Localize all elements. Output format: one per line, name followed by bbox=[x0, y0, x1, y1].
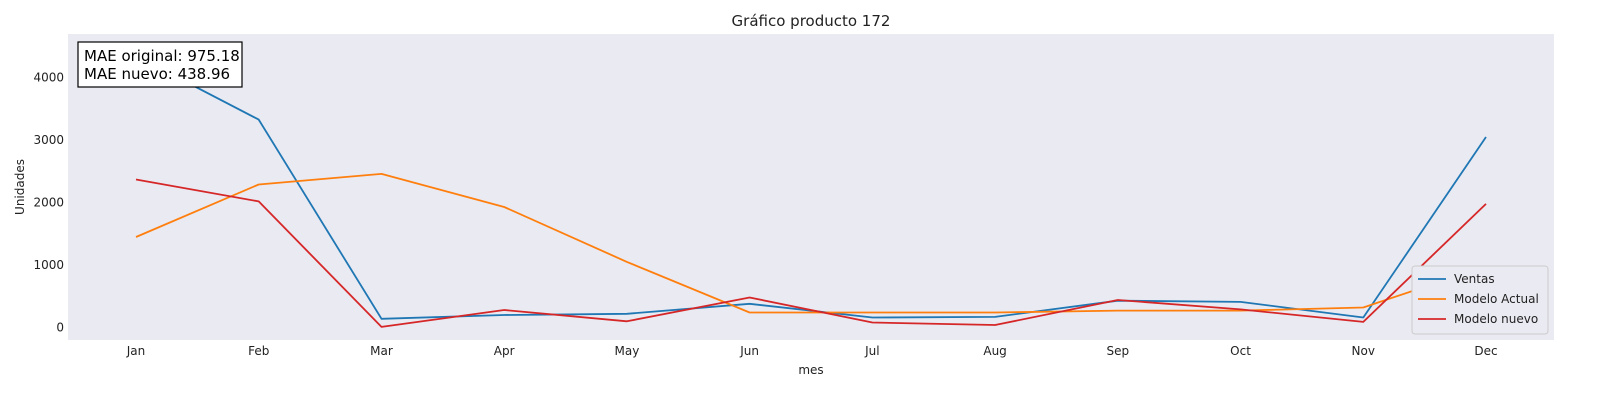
y-tick-label: 1000 bbox=[33, 258, 64, 272]
legend-label: Modelo Actual bbox=[1454, 292, 1539, 306]
x-tick-label: Sep bbox=[1107, 344, 1130, 358]
chart-title: Gráfico producto 172 bbox=[732, 12, 891, 30]
x-tick-label: May bbox=[615, 344, 640, 358]
x-tick-label: Dec bbox=[1474, 344, 1497, 358]
y-tick-label: 0 bbox=[56, 321, 64, 335]
x-tick-label: Jul bbox=[864, 344, 879, 358]
mae-annotation-frame bbox=[77, 41, 243, 88]
legend-frame bbox=[1411, 265, 1549, 335]
y-axis-label: Unidades bbox=[13, 159, 27, 215]
y-axis-ticks: 0 1000 2000 3000 4000 bbox=[33, 71, 64, 335]
legend-label: Modelo nuevo bbox=[1454, 312, 1538, 326]
y-tick-label: 2000 bbox=[33, 196, 64, 210]
x-tick-label: Jun bbox=[739, 344, 759, 358]
x-tick-label: Feb bbox=[248, 344, 269, 358]
x-axis-label: mes bbox=[798, 363, 823, 377]
legend-label: Ventas bbox=[1454, 272, 1495, 286]
x-tick-label: Aug bbox=[983, 344, 1006, 358]
y-tick-label: 4000 bbox=[33, 71, 64, 85]
mae-original-text: MAE original: 975.18 bbox=[84, 47, 240, 65]
mae-annotation-box: MAE original: 975.18 MAE nuevo: 438.96 bbox=[77, 41, 243, 88]
x-tick-label: Jan bbox=[126, 344, 146, 358]
x-tick-label: Nov bbox=[1352, 344, 1375, 358]
x-tick-label: Apr bbox=[494, 344, 515, 358]
x-tick-label: Oct bbox=[1230, 344, 1251, 358]
x-axis-ticks: Jan Feb Mar Apr May Jun Jul Aug Sep Oct Nov Dec bbox=[126, 344, 1498, 358]
series-line-modelo-nuevo bbox=[135, 178, 1487, 328]
plot-area bbox=[68, 34, 1554, 340]
x-tick-label: Mar bbox=[370, 344, 393, 358]
series-group bbox=[135, 55, 1487, 328]
mae-nuevo-text: MAE nuevo: 438.96 bbox=[84, 65, 230, 83]
series-line-modelo-actual bbox=[135, 172, 1487, 314]
legend: Ventas Modelo Actual Modelo nuevo bbox=[1411, 265, 1549, 335]
y-tick-label: 3000 bbox=[33, 133, 64, 147]
